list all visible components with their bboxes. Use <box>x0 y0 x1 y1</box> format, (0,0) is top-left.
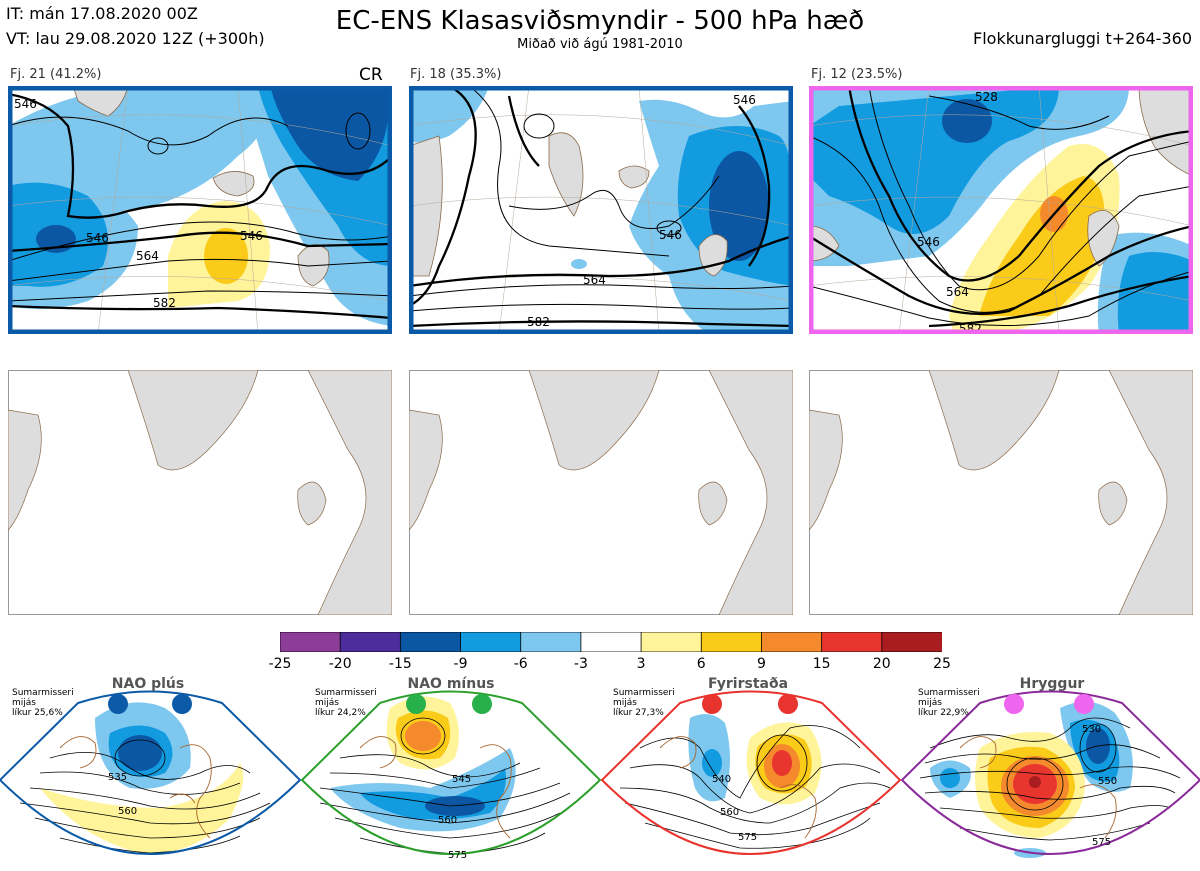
colorbar-tick-label: 6 <box>696 656 706 672</box>
regime-3-map: 540 560 575 <box>600 690 902 855</box>
regime-2-dot-right <box>472 694 492 714</box>
colorbar-swatch <box>520 631 582 653</box>
colorbar-tick-label: 20 <box>872 656 891 672</box>
regime-1-title: NAO plús <box>111 676 185 692</box>
cluster-1-contour-label: 546 <box>86 231 109 245</box>
empty-map-3 <box>809 370 1193 615</box>
regime-2-season: Sumarmisseri <box>315 688 377 698</box>
cluster-1-contour-label: 546 <box>14 97 37 111</box>
regime-3-title: Fyrirstaða <box>707 676 789 692</box>
cluster-1-label: Fj. 21 (41.2%) <box>10 67 102 82</box>
regime-4-contour: 530 <box>1082 724 1101 735</box>
cluster-1-map: 546 564 582 546 546 <box>8 86 392 334</box>
cluster-3-label: Fj. 12 (23.5%) <box>811 67 903 82</box>
cluster-3-contour-label: 564 <box>946 285 969 299</box>
cluster-2-contour-label: 582 <box>527 315 550 329</box>
colorbar-tick-label: -3 <box>573 656 588 672</box>
regime-4-frequency: mijás <box>918 698 942 708</box>
regime-3-contour: 540 <box>712 774 731 785</box>
regime-4-contour: 575 <box>1092 837 1111 848</box>
regime-1-season: Sumarmisseri <box>12 688 74 698</box>
regime-2-frequency: mijás <box>315 698 339 708</box>
colorbar-tick-label: -6 <box>513 656 528 672</box>
empty-map-1 <box>8 370 392 615</box>
colorbar-tick-label: 25 <box>933 656 951 672</box>
clustering-window: Flokkunargluggi t+264-360 <box>973 29 1192 48</box>
colorbar-tick-label: 9 <box>756 656 766 672</box>
regime-4-map: 530 550 575 <box>900 690 1200 858</box>
cluster-1-contour-label: 582 <box>153 296 176 310</box>
cluster-3-map: 546 564 582 528 <box>809 86 1193 334</box>
cluster-1-contour-label: 564 <box>136 249 159 263</box>
cluster-1-tag: CR <box>359 65 383 85</box>
regime-2-contour: 560 <box>438 815 457 826</box>
colorbar-swatch <box>700 631 763 653</box>
regime-3-season: Sumarmisseri <box>613 688 675 698</box>
cluster-1-border <box>8 86 392 334</box>
regime-4-season: Sumarmisseri <box>918 688 980 698</box>
regime-2-dot-left <box>406 694 426 714</box>
regime-3-contour: 560 <box>720 807 739 818</box>
regime-3-dot-left <box>702 694 722 714</box>
regime-4-likelihood: líkur 22,9% <box>918 708 969 718</box>
colorbar-swatch <box>460 631 522 653</box>
colorbar-tick-label: -9 <box>453 656 468 672</box>
regime-4-title: Hryggur <box>1019 676 1085 692</box>
regime-1-likelihood: líkur 25,6% <box>12 708 63 718</box>
colorbar-tick-label: -15 <box>388 656 412 672</box>
regime-3-contour: 575 <box>738 832 757 843</box>
regime-1-dot-right <box>172 694 192 714</box>
colorbar-tick-label: 15 <box>812 656 831 672</box>
regime-1-dot-left <box>108 694 128 714</box>
regime-1-contour: 560 <box>118 806 137 817</box>
regime-row: 535 560 <box>0 688 1200 871</box>
cluster-3-contour-label: 546 <box>917 235 940 249</box>
regime-2-contour: 575 <box>448 850 467 861</box>
regime-3-frequency: mijás <box>613 698 637 708</box>
regime-4-contour: 550 <box>1098 776 1117 787</box>
colorbar-swatch <box>339 631 402 653</box>
empty-map-2 <box>409 370 793 615</box>
colorbar-tick-label: -20 <box>328 656 352 672</box>
cluster-2-contour-label: 546 <box>659 228 682 242</box>
cluster-3-contour-label: 528 <box>975 90 998 104</box>
colorbar <box>279 631 943 653</box>
regime-3-likelihood: líkur 27,3% <box>613 708 664 718</box>
initial-time: IT: mán 17.08.2020 00Z <box>6 4 198 23</box>
colorbar-tick-label: -25 <box>268 656 292 672</box>
colorbar-swatch <box>821 631 883 653</box>
colorbar-swatch <box>580 631 642 653</box>
colorbar-swatch <box>881 631 943 653</box>
regime-3-dot-right <box>778 694 798 714</box>
cluster-1-contour-label: 546 <box>240 229 263 243</box>
regime-1-contour: 535 <box>108 772 127 783</box>
colorbar-swatch <box>640 631 703 653</box>
regime-2-title: NAO mínus <box>407 676 495 692</box>
colorbar-swatch <box>399 631 462 653</box>
regime-4-dot-right <box>1074 694 1094 714</box>
regime-1-map: 535 560 <box>0 690 302 855</box>
page-subtitle: Miðað við ágú 1981-2010 <box>517 37 683 52</box>
cluster-2-contour-label: 564 <box>583 273 606 287</box>
valid-time: VT: lau 29.08.2020 12Z (+300h) <box>6 29 265 48</box>
colorbar-swatch <box>279 631 342 653</box>
colorbar-tick-label: 3 <box>636 656 646 672</box>
regime-2-likelihood: líkur 24,2% <box>315 708 366 718</box>
regime-2-map: 545 560 575 <box>300 690 602 861</box>
cluster-2-map: 546 564 582 546 <box>409 86 793 334</box>
regime-4-dot-left <box>1004 694 1024 714</box>
cluster-2-border <box>409 86 793 334</box>
cluster-2-contour-label: 546 <box>733 93 756 107</box>
page-title: EC-ENS Klasasviðsmyndir - 500 hPa hæð <box>335 6 865 36</box>
regime-2-contour: 545 <box>452 774 471 785</box>
cluster-3-border <box>809 86 1193 334</box>
cluster-2-label: Fj. 18 (35.3%) <box>410 67 502 82</box>
regime-1-frequency: mijás <box>12 698 36 708</box>
colorbar-swatch <box>761 631 823 653</box>
